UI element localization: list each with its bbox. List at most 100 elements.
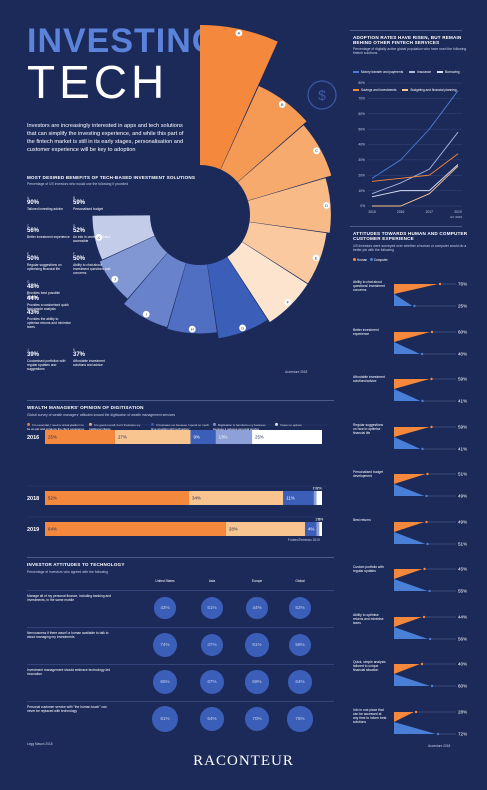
technology-row-label: Manage all of my personal finance, inclu…	[27, 594, 111, 602]
bar-label: 28%	[229, 527, 238, 532]
attitude-row-chart: 51% 49%	[394, 472, 467, 499]
benefit-wedge-a	[200, 25, 278, 170]
legend-label: Savings and investments	[361, 88, 397, 92]
attitude-row-chart: 59% 41%	[394, 424, 467, 451]
y-tick-label: 10%	[358, 189, 365, 193]
legend-swatch	[275, 423, 278, 426]
bar-segment-i-have-no-opinion	[252, 430, 322, 444]
benefit-entry-b: B 59% Personalised budget	[73, 196, 117, 211]
legend-line-swatch	[402, 89, 409, 91]
legend-line-swatch	[353, 89, 359, 91]
benefit-label: An info in centralised and accessible	[73, 235, 111, 243]
computer-dot	[413, 304, 416, 308]
computer-dot	[420, 352, 424, 355]
benefit-marker-b	[278, 101, 286, 108]
attitude-row-label: Ability to chat about questions/ investm…	[353, 280, 385, 292]
adoption-subtitle: Percentage of digitally active global po…	[353, 47, 467, 55]
benefit-wedge-c	[237, 125, 332, 201]
benefit-value: 44%	[27, 296, 40, 302]
benefit-label: Provides the ability to optimise returns…	[27, 317, 71, 329]
computer-triangle	[394, 674, 430, 686]
computer-triangle	[394, 484, 425, 496]
computer-triangle	[394, 389, 421, 401]
computer-dot	[426, 542, 429, 545]
benefit-letter: E	[27, 252, 30, 256]
benefit-label: Personalised budget	[73, 207, 104, 211]
dollar-icon: $	[318, 87, 326, 103]
computer-dot	[430, 684, 434, 688]
benefit-marker-e	[312, 254, 320, 262]
intro-text: Investors are increasingly interested in…	[27, 123, 184, 153]
attitude-row-label: Quick, simple analysis tailored to uniqu…	[353, 660, 386, 672]
human-triangle	[394, 474, 426, 484]
bar-label: 1%	[312, 487, 318, 491]
computer-value: 25%	[458, 304, 467, 309]
value-bubble: 44%	[246, 597, 268, 619]
benefit-letter: J	[27, 348, 29, 352]
computer-dot	[425, 494, 428, 498]
computer-value: 41%	[458, 446, 467, 451]
attitude-row-label: Personalised budget development	[353, 470, 384, 478]
legend-label: Insurance	[417, 70, 432, 74]
computer-dot	[421, 399, 424, 403]
legend-swatch	[151, 423, 154, 426]
benefit-value: 59%	[73, 200, 86, 206]
bar-segment-i-have-no-opinion	[319, 522, 322, 536]
bar-segment-it-is-essential	[45, 430, 115, 444]
row-divider	[27, 590, 334, 591]
benefit-wedge-k	[92, 215, 155, 260]
y-tick-label: 70%	[358, 97, 365, 101]
value-bubble: 43%	[154, 597, 176, 619]
benefits-source: Accenture 2018	[285, 370, 308, 374]
computer-value: 49%	[458, 494, 467, 499]
benefit-label: Regular suggestions on optimising financ…	[27, 263, 62, 271]
attitude-row-label: Info in one place that can be accessed a…	[353, 707, 387, 724]
radial-center-hole	[151, 166, 249, 264]
benefit-entry-k: K 37% Affordable investment solutions an…	[73, 348, 117, 367]
attitude-row-label: Custom portfolio with regular updates	[353, 565, 384, 573]
human-value: 76%	[458, 282, 467, 287]
benefit-value: 56%	[27, 228, 40, 234]
legend-label: Budgeting and financial planning	[410, 88, 457, 92]
computer-dot	[428, 589, 431, 593]
benefit-value: 50%	[27, 256, 40, 262]
human-value: 59%	[458, 424, 467, 429]
bar-label: 9%	[193, 435, 199, 440]
adoption-legend-item-money-transfer-and-payments: Money transfer and payments	[353, 70, 403, 74]
human-dot	[430, 377, 433, 381]
technology-row-label: Personal customer service with "the huma…	[27, 705, 107, 713]
attitudes-rule	[350, 226, 462, 227]
benefit-value: 48%	[27, 284, 40, 290]
benefit-wedge-i	[124, 253, 186, 328]
value-bubble: 70%	[244, 706, 270, 732]
bar-label: 13%	[219, 435, 228, 440]
benefit-marker-i	[142, 310, 150, 318]
legend-swatch	[27, 423, 30, 426]
benefit-marker-d	[323, 202, 330, 209]
benefit-marker-letter-h: H	[191, 327, 194, 332]
human-value: 45%	[458, 567, 467, 572]
series-line-savings-and-investments	[371, 153, 459, 182]
legend-swatch	[89, 423, 92, 426]
year-label: 2016	[27, 435, 39, 441]
benefit-marker-g	[239, 324, 246, 332]
benefit-wedge-d	[247, 178, 331, 233]
attitude-row-label: Affordable investment solutions/advice	[353, 375, 385, 383]
human-triangle	[394, 426, 430, 437]
legend-swatch	[213, 423, 216, 426]
benefit-letter: I	[27, 306, 28, 310]
row-divider	[27, 701, 334, 702]
benefit-marker-letter-k: K	[98, 235, 101, 240]
column-header: United States	[155, 579, 175, 583]
technology-source: Legg Mason 2018	[27, 742, 53, 746]
computer-triangle	[394, 721, 436, 734]
computer-triangle	[394, 579, 428, 591]
legend-computer-label: Computer	[373, 258, 388, 262]
human-dot	[414, 710, 418, 713]
benefit-marker-f	[284, 298, 292, 306]
technology-title: INVESTOR ATTITUDES TO TECHNOLOGY	[27, 562, 125, 567]
benefits-subtitle: Percentage of US investors who would use…	[27, 182, 129, 186]
y-tick-label: 80%	[358, 81, 365, 85]
benefit-marker-letter-a: A	[238, 31, 241, 36]
computer-value: 60%	[458, 684, 467, 689]
